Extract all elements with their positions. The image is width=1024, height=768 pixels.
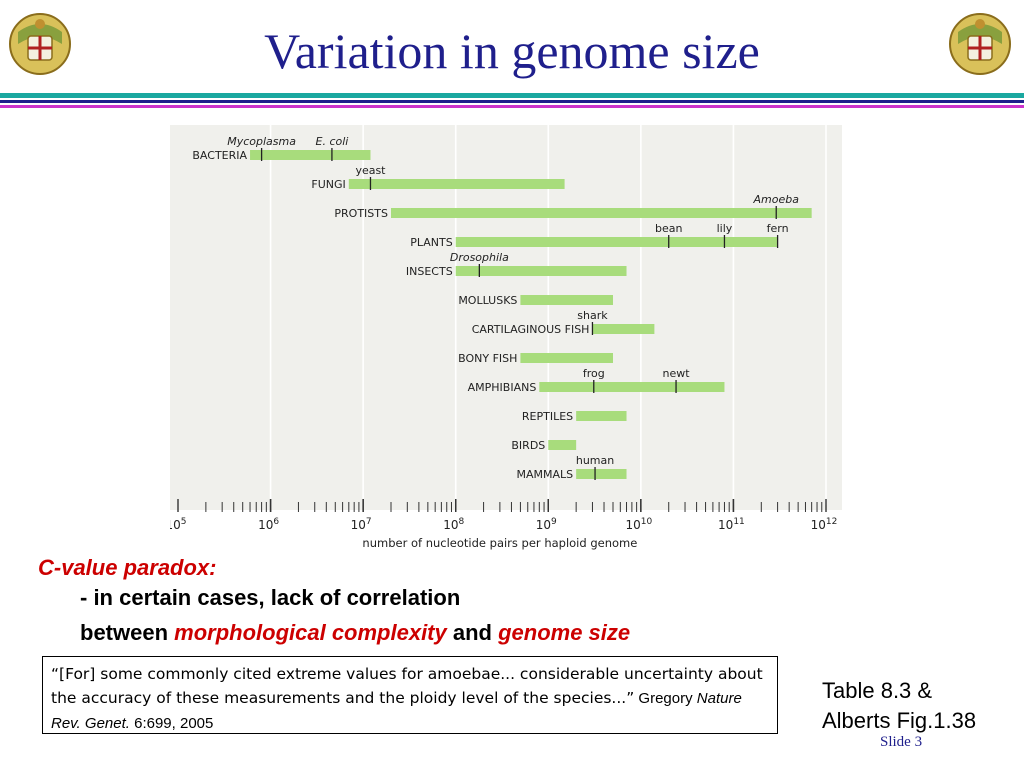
category-label: FUNGI: [311, 178, 345, 191]
range-bar: [520, 353, 613, 363]
category-label: BONY FISH: [458, 352, 517, 365]
line2-and: and: [446, 620, 499, 645]
species-label: lily: [717, 222, 733, 235]
tick-label: 1012: [811, 517, 838, 532]
category-label: CARTILAGINOUS FISH: [472, 323, 590, 336]
c-value-explanation-line1: - in certain cases, lack of correlation: [80, 585, 461, 610]
tick-label: 106: [258, 517, 279, 532]
range-bar: [250, 150, 371, 160]
category-label: BIRDS: [511, 439, 545, 452]
tick-label: 107: [351, 517, 372, 532]
species-label: shark: [577, 309, 608, 322]
species-label: newt: [663, 367, 691, 380]
citation-journal: Nature Rev. Genet.: [51, 690, 742, 732]
citation-author: Gregory: [634, 690, 697, 707]
category-label: BACTERIA: [192, 149, 247, 162]
category-label: REPTILES: [522, 410, 573, 423]
category-label: AMPHIBIANS: [468, 381, 537, 394]
species-label: E. coli: [316, 135, 349, 148]
species-label: Amoeba: [752, 193, 799, 206]
range-bar: [576, 411, 627, 421]
tick-label: 105: [170, 517, 187, 532]
range-bar: [455, 266, 627, 276]
citation-ref: 6:699, 2005: [129, 715, 214, 732]
category-label: PROTISTS: [334, 207, 388, 220]
species-label: Mycoplasma: [227, 135, 296, 148]
species-label: Drosophila: [450, 251, 509, 264]
range-bar: [348, 179, 565, 189]
category-label: MAMMALS: [517, 468, 574, 481]
quote-text: “[For] some commonly cited extreme value…: [51, 665, 763, 707]
range-bar: [548, 440, 577, 450]
c-value-explanation-line2: between morphological complexity and gen…: [80, 620, 630, 646]
slide-number: Slide 3: [880, 734, 923, 750]
term-morphological-complexity: morphological complexity: [174, 620, 447, 645]
tick-label: 108: [443, 517, 464, 532]
university-crest-icon: [949, 13, 1011, 75]
quote-box: “[For] some commonly cited extreme value…: [42, 656, 778, 734]
tick-label: 1010: [625, 517, 652, 532]
category-label: MOLLUSKS: [458, 294, 517, 307]
range-bar: [576, 469, 627, 479]
genome-size-chart: BACTERIA Mycoplasma E. coli FUNGI yeast PROTI…: [165, 125, 855, 555]
range-bar: [520, 295, 613, 305]
range-bar: [455, 237, 778, 247]
university-crest-icon: [9, 13, 71, 75]
reference-note: Table 8.3 & Alberts Fig.1.38: [822, 676, 976, 736]
header-rule-navy: [0, 100, 1024, 103]
tick-label: 109: [536, 517, 557, 532]
range-bar: [592, 324, 655, 334]
chart-background: [170, 125, 842, 510]
reference-line1: Table 8.3 &: [822, 678, 933, 703]
header-rule-teal: [0, 93, 1024, 98]
category-label: PLANTS: [410, 236, 452, 249]
slide-title: Variation in genome size: [264, 23, 760, 79]
species-label: yeast: [355, 164, 386, 177]
reference-line2: Alberts Fig.1.38: [822, 708, 977, 733]
tick-label: 1011: [718, 517, 745, 532]
species-label: fern: [767, 222, 789, 235]
line2-prefix: between: [80, 620, 175, 645]
term-genome-size: genome size: [498, 620, 631, 645]
species-label: frog: [583, 367, 605, 380]
range-bar: [539, 382, 725, 392]
species-label: bean: [655, 222, 682, 235]
c-value-heading: C-value paradox:: [38, 555, 217, 580]
x-axis-label: number of nucleotide pairs per haploid g…: [362, 536, 637, 550]
category-label: INSECTS: [406, 265, 453, 278]
species-label: human: [576, 454, 614, 467]
range-bar: [391, 208, 812, 218]
header-rule-magenta: [0, 105, 1024, 108]
